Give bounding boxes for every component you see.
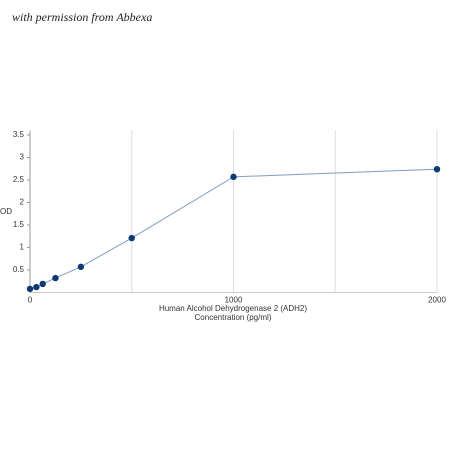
y-tick-label: 3 [20, 153, 25, 162]
data-point [52, 274, 59, 282]
x-tick-label: 1000 [225, 296, 243, 305]
data-point [230, 173, 237, 181]
y-tick-label: 2.5 [13, 175, 25, 184]
y-tick-label: 2 [20, 198, 25, 207]
data-point [33, 283, 40, 291]
data-point [77, 263, 85, 271]
x-axis-label: Concentration (pg/ml) [195, 313, 272, 322]
x-tick-label: 2000 [428, 296, 446, 305]
data-point [39, 280, 46, 288]
data-point [26, 285, 34, 293]
x-axis-label: Human Alcohol Dehydrogenase 2 (ADH2) [159, 304, 307, 313]
y-axis-label: OD [0, 207, 12, 216]
y-tick-label: 1.5 [13, 220, 25, 229]
x-tick-label: 0 [28, 296, 33, 305]
watermark: with permission from Abbexa [12, 10, 152, 24]
y-tick-label: 1 [20, 243, 25, 252]
y-tick-label: 3.5 [13, 130, 25, 139]
data-point [433, 166, 441, 173]
data-point [128, 234, 135, 242]
y-tick-label: 0.5 [13, 265, 25, 274]
